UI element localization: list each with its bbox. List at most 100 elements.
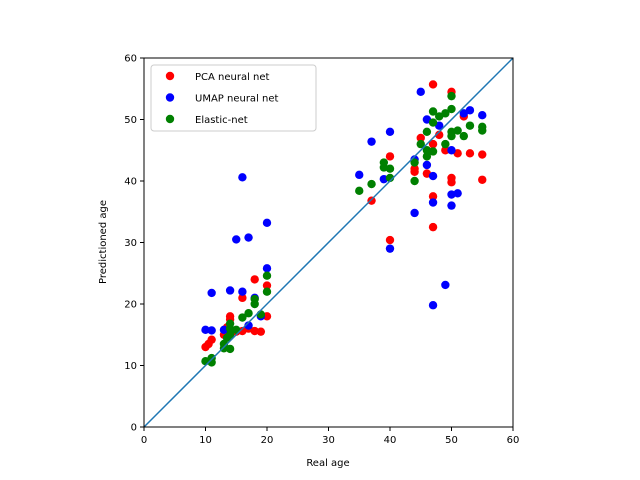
legend-box: [150, 64, 317, 132]
data-point: [238, 287, 247, 296]
data-point: [428, 171, 438, 181]
x-tick-label: 30: [322, 435, 335, 446]
data-point: [225, 330, 235, 339]
data-point: [262, 287, 272, 296]
data-point: [262, 218, 272, 228]
plot-area: 0 10 20 30 40 50 60 0 10 20 30 40 50 60: [124, 54, 519, 447]
data-point: [441, 139, 450, 149]
data-point: [367, 179, 376, 189]
data-point: [428, 222, 438, 232]
data-point: [465, 149, 475, 158]
data-point: [478, 122, 487, 132]
data-point: [410, 158, 419, 167]
data-point: [207, 326, 216, 335]
data-point: [435, 130, 444, 140]
data-point: [410, 176, 419, 186]
data-point: [262, 271, 272, 280]
data-point: [385, 173, 395, 183]
y-tick-label: 40: [124, 177, 137, 188]
data-point: [410, 208, 419, 218]
y-tick-label: 10: [124, 361, 137, 372]
data-point: [225, 344, 235, 354]
data-point: [410, 164, 419, 173]
data-point: [428, 118, 438, 127]
data-point: [385, 235, 395, 245]
x-tick-label: 40: [384, 435, 397, 446]
data-point: [225, 286, 235, 295]
data-point: [453, 126, 462, 135]
data-point: [355, 186, 364, 196]
y-tick-label: 0: [131, 423, 137, 434]
data-point: [262, 281, 272, 290]
data-point: [250, 294, 259, 304]
data-point: [422, 127, 432, 136]
data-point: [225, 312, 235, 321]
legend-marker: [165, 93, 175, 102]
data-point: [244, 321, 253, 330]
data-point: [225, 319, 235, 328]
data-point: [441, 280, 450, 290]
data-point: [478, 175, 487, 184]
data-point: [416, 87, 425, 97]
data-point: [238, 313, 247, 322]
y-tick-label: 60: [124, 54, 137, 65]
data-point: [416, 139, 425, 149]
y-tick-label: 20: [124, 300, 137, 311]
data-point: [244, 233, 253, 242]
data-point: [367, 137, 376, 146]
data-point: [250, 275, 259, 284]
data-point: [385, 127, 395, 136]
data-point: [367, 196, 376, 205]
x-tick-label: 0: [141, 435, 147, 446]
data-point: [201, 325, 210, 335]
data-point: [232, 235, 241, 244]
x-axis-label: Real age: [306, 458, 349, 469]
data-point: [238, 173, 247, 182]
data-point: [428, 198, 438, 207]
x-tick-label: 50: [445, 435, 458, 446]
data-point: [250, 326, 259, 336]
legend-label: UMAP neural net: [195, 94, 279, 105]
data-point: [256, 327, 266, 336]
y-tick-label: 30: [124, 238, 137, 249]
data-point: [422, 152, 432, 161]
data-point: [478, 150, 487, 159]
data-point: [428, 301, 438, 310]
legend-marker: [165, 114, 175, 124]
data-point: [447, 146, 456, 155]
identity-line: [143, 57, 514, 428]
data-point: [244, 309, 253, 318]
data-point: [447, 178, 456, 187]
legend-label: PCA neural net: [195, 72, 270, 83]
data-point: [428, 80, 438, 89]
data-point: [428, 139, 438, 149]
data-point: [465, 106, 475, 115]
data-point: [441, 109, 450, 118]
x-tick-label: 20: [261, 435, 274, 446]
data-point: [207, 288, 216, 298]
data-point: [428, 147, 438, 156]
y-tick-label: 50: [124, 115, 137, 126]
data-point: [478, 110, 487, 120]
data-point: [238, 293, 247, 303]
legend-label: Elastic-net: [195, 115, 248, 126]
data-point: [428, 107, 438, 116]
data-point: [207, 335, 216, 344]
data-point: [355, 170, 364, 180]
y-axis-label: Predictioned age: [98, 200, 109, 284]
data-point: [459, 131, 468, 141]
data-point: [441, 146, 450, 155]
data-point: [453, 189, 462, 198]
data-point: [416, 133, 425, 143]
data-point: [207, 353, 216, 363]
data-point: [422, 160, 432, 170]
data-point: [447, 91, 456, 101]
data-point: [465, 121, 475, 130]
data-point: [385, 152, 395, 161]
legend-marker: [165, 71, 175, 81]
x-tick-label: 10: [199, 435, 212, 446]
data-point: [447, 104, 456, 114]
series-umap-neural-net: [201, 87, 487, 335]
